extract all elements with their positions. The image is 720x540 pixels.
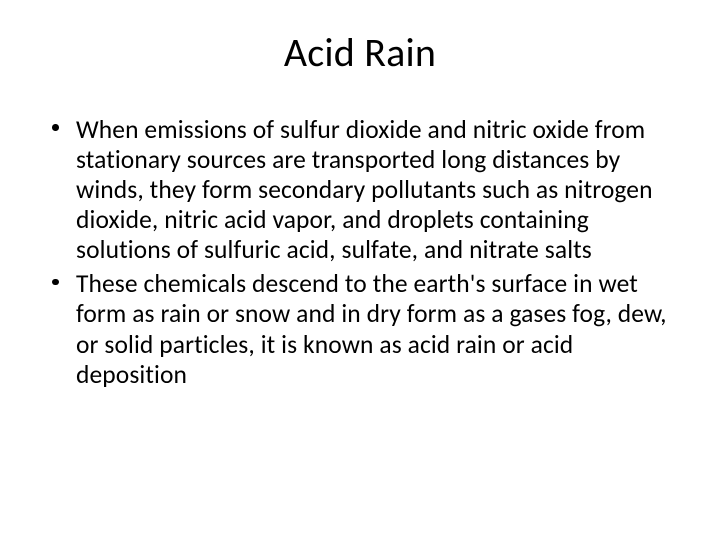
slide-body: When emissions of sulfur dioxide and nit… [40, 115, 680, 390]
bullet-icon [52, 279, 59, 286]
bullet-icon [52, 124, 59, 131]
list-item: These chemicals descend to the earth's s… [50, 269, 680, 389]
slide-title: Acid Rain [40, 28, 680, 77]
bullet-list: When emissions of sulfur dioxide and nit… [50, 115, 680, 390]
slide: Acid Rain When emissions of sulfur dioxi… [0, 0, 720, 540]
bullet-text: These chemicals descend to the earth's s… [76, 268, 667, 389]
bullet-text: When emissions of sulfur dioxide and nit… [76, 114, 653, 265]
list-item: When emissions of sulfur dioxide and nit… [50, 115, 680, 265]
